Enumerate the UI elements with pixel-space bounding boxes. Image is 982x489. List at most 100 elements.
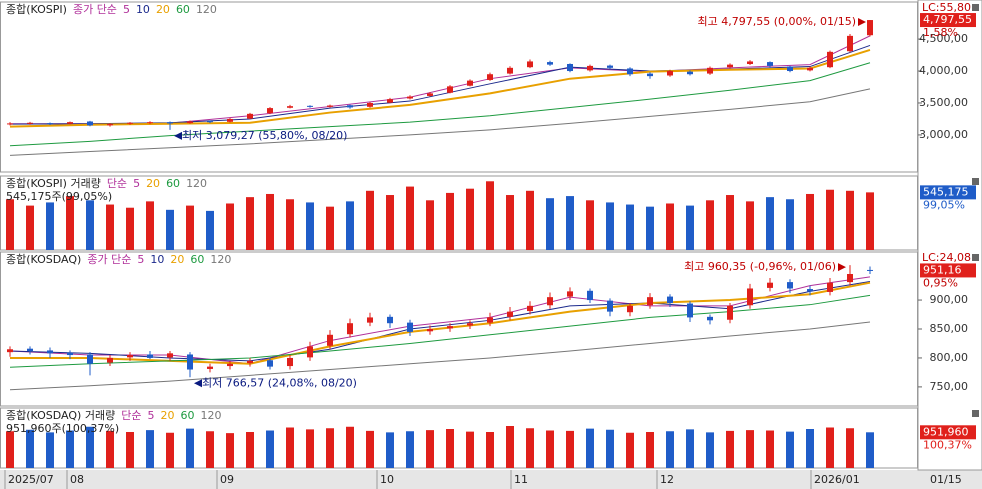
candle-body [207,121,213,123]
volume-bar [226,203,234,250]
volume-bar [246,432,254,468]
candle-body [747,288,753,306]
annotation-arrow [858,18,866,27]
candle-body [47,350,53,354]
x-tick-label: 10 [380,473,394,486]
volume-bar [846,428,854,468]
candle-body [447,326,453,329]
volume-bar [706,432,714,468]
candle-body [587,290,593,301]
legend-entry: 20 [156,3,170,16]
candle-body [427,329,433,332]
candle-body [307,346,313,358]
candle-body [307,105,313,107]
volume-bar [86,200,94,250]
panel-close-icon [972,410,979,417]
volume-bar [866,192,874,250]
panel-title: 종합(KOSDAQ) 거래량 [6,409,115,422]
candle-body [267,360,273,367]
y-tick-label: 750,00 [930,380,969,393]
annotation-arrow [194,379,202,388]
candle-body [347,105,353,108]
change-label: 99,05% [923,198,965,211]
x-tick-label: 09 [220,473,234,486]
candle-body [727,305,733,320]
candle-body [447,86,453,93]
badge-bg [920,185,976,200]
candle-body [107,124,113,126]
right-axis [917,0,982,471]
ma-label: 단순 [121,409,141,422]
volume-bar [366,430,374,468]
candle-body [27,348,33,351]
volume-bar [186,205,194,250]
ma-line [9,294,871,368]
ma-label: 단순 [107,177,127,190]
candle-body [7,349,13,353]
volume-bar [346,201,354,250]
candle-body [127,122,133,124]
legend-entry: 120 [186,177,207,190]
candle-body [67,352,73,356]
volume-bar [746,430,754,468]
candle-body [207,366,213,369]
volume-bar [786,199,794,250]
volume-bar [46,202,54,250]
candle-body [327,105,333,107]
y-tick-label: 800,00 [930,351,969,364]
legend-entry: 5 [147,409,154,422]
x-tick-label: 11 [514,473,528,486]
candle-body [607,300,613,312]
candle-body [527,305,533,312]
volume-bar [6,199,14,250]
volume-bar [646,432,654,468]
volume-bar [86,426,94,468]
panel-frame [0,407,918,469]
volume-bar [126,432,134,468]
legend-entry: 5 [137,253,144,266]
last-badge: 545,175 [923,185,969,198]
legend-entry: 10 [136,3,150,16]
volume-bar [686,205,694,250]
panel-frame [0,175,918,251]
candle-body [787,66,793,72]
legend-entry: 60 [180,409,194,422]
volume-bar [506,195,514,250]
candle-body [407,96,413,99]
y-tick-label: 900,00 [930,293,969,306]
volume-bar [6,431,14,468]
volume-bar [126,207,134,250]
volume-bar [546,198,554,250]
volume-bar [546,430,554,468]
volume-bar [426,200,434,250]
volume-bar [706,200,714,250]
volume-bar [226,433,234,468]
volume-bar [146,201,154,250]
candle-body [287,106,293,108]
volume-bar [626,204,634,250]
candle-body [467,323,473,326]
candle-body [807,289,813,292]
legend-entry: 20 [146,177,160,190]
current-volume: 545,175주(99,05%) [6,190,112,203]
volume-bar [266,193,274,250]
volume-bar [526,428,534,468]
volume-bar [606,429,614,468]
volume-bar [326,428,334,468]
candle-body [387,316,393,324]
candle-body [107,357,113,363]
volume-bar [386,195,394,250]
candle-body [27,122,33,124]
volume-bar [206,210,214,250]
last-badge-bg [920,13,976,28]
candle-body [227,118,233,122]
candle-body [687,303,693,318]
annotation: 최고 960,35 (-0,96%, 01/06) [684,260,836,273]
volume-bar [286,427,294,468]
volume-bar [486,181,494,250]
volume-bar [166,209,174,250]
candle-body [787,282,793,289]
panel-close-icon [972,254,979,261]
volume-bar [646,206,654,250]
